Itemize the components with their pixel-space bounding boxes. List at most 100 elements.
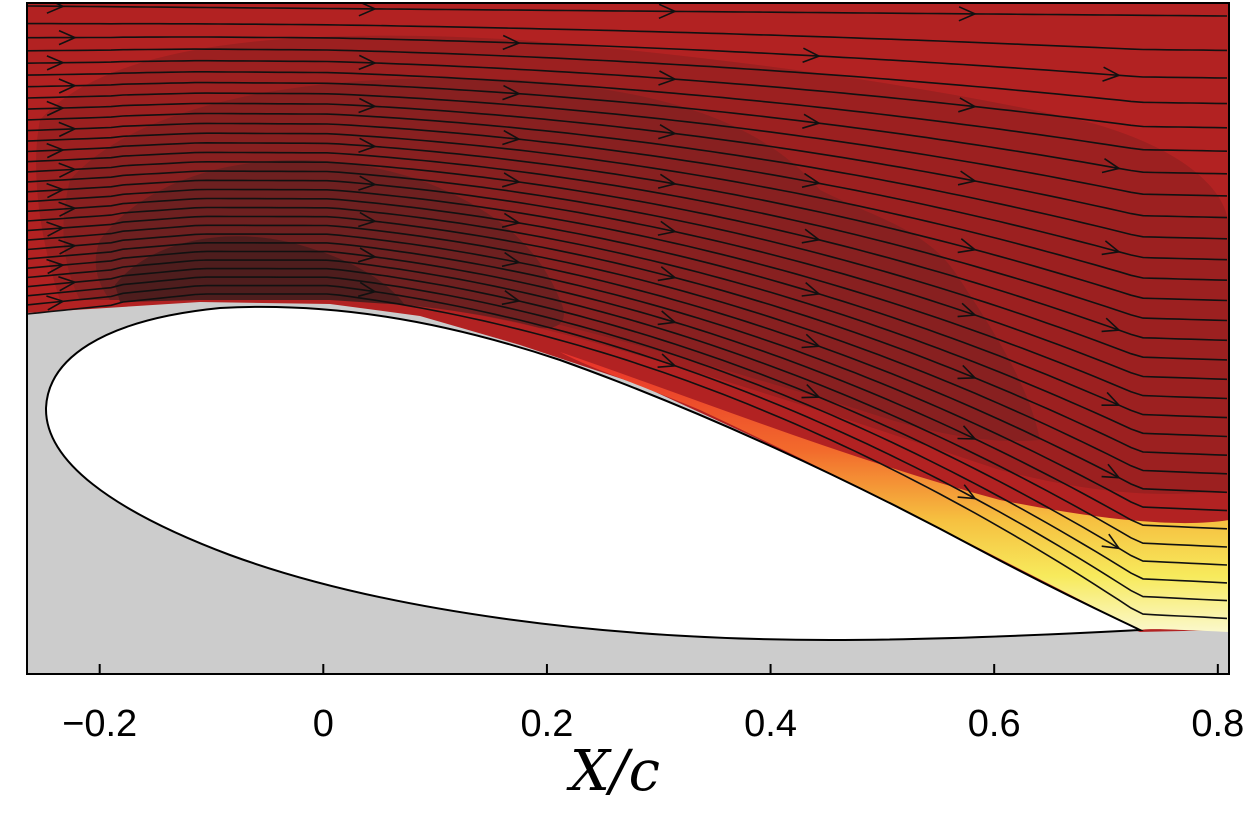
- streamline-arrow: [801, 384, 821, 399]
- streamline-arrow: [58, 239, 77, 255]
- streamline: [27, 122, 1228, 261]
- streamline: [27, 215, 1228, 456]
- streamline-arrow: [801, 172, 821, 188]
- streamline: [27, 161, 1228, 342]
- plot-area: [27, 3, 1229, 674]
- streamline: [27, 276, 1228, 584]
- streamline-arrow: [502, 84, 521, 101]
- streamline-arrow: [58, 275, 77, 292]
- streamline: [27, 132, 1228, 281]
- x-tick-label: 0.8: [1191, 703, 1244, 745]
- streamline-arrow: [358, 3, 377, 17]
- streamline-arrow: [357, 281, 377, 298]
- streamline-arrow: [58, 162, 77, 178]
- streamline-arrow: [358, 97, 377, 114]
- streamline: [27, 197, 1228, 419]
- streamline-arrow: [957, 484, 977, 500]
- streamline-arrow: [46, 55, 65, 71]
- streamline: [27, 141, 1228, 302]
- streamline: [27, 233, 1228, 494]
- streamline-arrow: [501, 251, 521, 268]
- x-tick-label: 0.2: [521, 703, 574, 745]
- streamline-arrow: [802, 47, 821, 63]
- streamline-arrow: [801, 228, 821, 244]
- streamline-arrow: [46, 221, 65, 237]
- streamline: [27, 179, 1228, 381]
- streamline: [27, 267, 1228, 566]
- streamline-arrow: [58, 121, 77, 138]
- streamline-arrow: [1101, 240, 1121, 256]
- streamline-arrow: [957, 364, 977, 380]
- streamline: [27, 22, 1228, 52]
- streamline-arrow: [658, 124, 677, 140]
- streamline-arrow: [1101, 391, 1121, 406]
- streamline-arrow: [657, 310, 677, 326]
- streamline-arrow: [46, 142, 65, 159]
- streamline-arrow: [46, 258, 65, 275]
- streamline: [27, 71, 1228, 152]
- streamline: [27, 224, 1228, 475]
- streamline-arrow: [957, 170, 977, 186]
- streamline: [27, 102, 1228, 219]
- streamline-arrow: [958, 6, 977, 22]
- streamline-arrow: [501, 212, 521, 228]
- streamline-arrow: [957, 302, 977, 318]
- x-tick-label: 0.4: [744, 703, 797, 745]
- streamline-arrow: [58, 29, 77, 46]
- streamline-arrow: [358, 211, 377, 228]
- streamline-arrow: [657, 220, 677, 236]
- streamline-arrow: [657, 173, 677, 189]
- streamline-arrow: [957, 425, 977, 440]
- streamline-arrow: [1101, 463, 1121, 479]
- streamline-arrow: [58, 201, 77, 217]
- streamline: [27, 284, 1228, 602]
- streamline-arrow: [801, 333, 821, 349]
- streamline: [27, 112, 1228, 240]
- streamline-arrow: [502, 34, 522, 51]
- streamline-arrow: [46, 100, 65, 117]
- x-tick-label: 0.6: [968, 703, 1021, 745]
- streamline-arrow: [358, 175, 377, 191]
- streamline: [27, 206, 1228, 438]
- streamline-arrow: [46, 182, 65, 199]
- streamline-arrow: [657, 266, 677, 282]
- dark-region-4: [115, 236, 405, 305]
- streamline-arrow: [957, 238, 977, 254]
- streamlines: [27, 3, 1228, 620]
- x-tick-label: −0.2: [62, 703, 137, 745]
- streamline-arrow: [657, 353, 677, 368]
- streamline: [27, 151, 1228, 322]
- axes-frame: [26, 2, 1230, 675]
- streamline-arrow: [358, 137, 377, 154]
- streamline-arrow: [658, 3, 677, 20]
- streamline-arrow: [1101, 533, 1121, 550]
- streamline-arrow: [802, 113, 821, 129]
- streamline-arrow: [1101, 158, 1121, 174]
- streamline: [27, 188, 1228, 400]
- streamline: [27, 5, 1228, 17]
- streamline-arrow: [501, 290, 521, 306]
- streamline-arrow: [658, 70, 677, 86]
- x-axis-label: X/c: [566, 739, 660, 804]
- streamline: [27, 36, 1228, 79]
- streamline: [27, 92, 1228, 197]
- streamline-arrow: [801, 281, 821, 297]
- streamline: [27, 242, 1228, 512]
- streamline-arrow: [502, 129, 521, 146]
- streamline-arrow: [357, 247, 377, 263]
- streamline: [27, 59, 1228, 129]
- streamline: [27, 293, 1228, 620]
- streamline-arrow: [1101, 317, 1121, 333]
- streamline-arrow: [1102, 66, 1121, 82]
- streamline: [27, 81, 1228, 175]
- streamline: [27, 170, 1228, 361]
- streamline-arrow: [46, 3, 65, 14]
- wake-region: [560, 352, 1229, 632]
- streamline-arrow: [501, 172, 521, 188]
- x-tick-label: 0: [313, 703, 334, 745]
- streamline-arrow: [958, 97, 977, 113]
- x-axis: −0.2 0 0.2 0.4 0.6 0.8: [62, 664, 1244, 745]
- streamline: [27, 48, 1228, 105]
- streamline-arrow: [358, 54, 377, 71]
- streamline-arrow: [46, 295, 65, 311]
